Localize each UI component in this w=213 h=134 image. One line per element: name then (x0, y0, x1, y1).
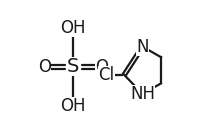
Text: O: O (38, 58, 51, 76)
Text: O: O (95, 58, 108, 76)
Text: S: S (67, 57, 79, 77)
Text: N: N (136, 38, 149, 56)
Text: OH: OH (60, 19, 86, 37)
Text: Cl: Cl (98, 66, 115, 84)
Text: NH: NH (130, 85, 155, 103)
Text: OH: OH (60, 97, 86, 115)
